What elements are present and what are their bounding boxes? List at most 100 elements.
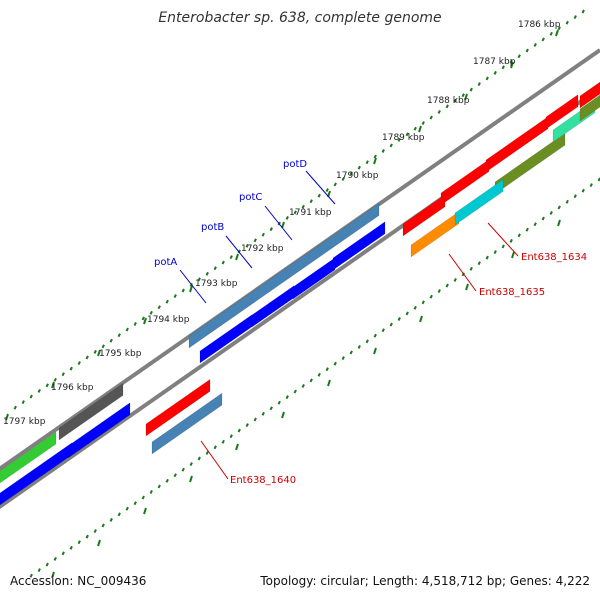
scale-tick	[293, 210, 297, 215]
gene-label: potB	[201, 222, 224, 233]
leader-line	[305, 170, 336, 205]
scale-tick	[277, 400, 281, 405]
scale-tick	[221, 439, 225, 444]
gene-feature	[402, 194, 446, 237]
scale-tick	[245, 243, 249, 248]
major-tick	[97, 349, 101, 357]
scale-tick	[53, 556, 57, 561]
major-tick	[373, 347, 377, 355]
scale-tick	[525, 48, 529, 53]
scale-tick	[317, 193, 321, 198]
scale-tick	[285, 216, 289, 220]
scale-tick	[253, 238, 257, 243]
major-tick	[235, 253, 239, 261]
leader-line	[264, 205, 293, 241]
scale-tick	[69, 545, 73, 550]
scale-tick	[325, 367, 329, 372]
scale-tick	[373, 333, 377, 338]
scale-tick	[333, 361, 337, 366]
scale-tick	[237, 428, 241, 433]
scale-tick	[589, 183, 593, 188]
scale-tick	[509, 59, 513, 64]
scale-tick	[405, 311, 409, 316]
scale-tick	[557, 205, 561, 210]
major-tick	[373, 157, 377, 165]
scale-tick	[413, 305, 417, 310]
scale-label: 1792 kbp	[241, 244, 284, 254]
scale-tick	[533, 222, 537, 227]
major-tick	[51, 571, 55, 579]
scale-tick	[77, 540, 81, 545]
major-tick	[465, 283, 469, 291]
scale-tick	[85, 534, 89, 539]
major-tick	[419, 315, 423, 323]
scale-tick	[581, 9, 585, 14]
scale-label: 1786 kbp	[518, 20, 561, 30]
scale-tick	[541, 216, 545, 221]
scale-tick	[157, 305, 161, 310]
scale-label: 1794 kbp	[147, 315, 190, 325]
scale-tick	[93, 349, 97, 354]
scale-tick	[21, 400, 25, 405]
scale-tick	[37, 568, 41, 573]
scale-tick	[565, 20, 569, 25]
gene-feature	[199, 314, 253, 364]
scale-label: 1788 kbp	[427, 96, 470, 106]
scale-tick	[317, 372, 321, 377]
major-tick	[555, 29, 559, 37]
scale-tick	[77, 361, 81, 365]
scale-tick	[461, 93, 465, 98]
scale-tick	[573, 194, 577, 199]
major-tick	[5, 413, 9, 421]
scale-label: 1793 kbp	[195, 279, 238, 289]
scale-tick	[61, 551, 65, 556]
scale-tick	[445, 283, 449, 288]
scale-tick	[205, 271, 209, 276]
scale-tick	[133, 322, 137, 326]
scale-tick	[125, 506, 129, 511]
major-tick	[418, 125, 422, 133]
scale-tick	[469, 87, 473, 92]
scale-tick	[149, 310, 153, 315]
scale-tick	[29, 394, 33, 399]
scale-tick	[301, 204, 305, 209]
major-tick	[281, 411, 285, 419]
scale-tick	[493, 70, 497, 75]
gene-feature	[454, 179, 504, 226]
gene-label: potC	[239, 192, 262, 203]
major-tick	[51, 381, 55, 389]
scale-tick	[501, 244, 505, 249]
scale-tick	[477, 82, 481, 86]
scale-tick	[189, 462, 193, 467]
gene-label: Ent638_1634	[521, 252, 587, 263]
scale-tick	[165, 478, 169, 483]
scale-tick	[213, 266, 217, 271]
scale-tick	[149, 490, 153, 494]
scale-tick	[229, 434, 233, 439]
scale-tick	[141, 316, 145, 321]
scale-label: 1789 kbp	[382, 133, 425, 143]
leader-line	[487, 222, 519, 257]
scale-tick	[37, 388, 41, 393]
scale-tick	[125, 327, 129, 332]
gene-feature	[579, 81, 600, 109]
major-tick	[143, 507, 147, 515]
scale-label: 1790 kbp	[336, 171, 379, 181]
leader-line	[225, 235, 253, 269]
gene-feature	[494, 132, 566, 195]
scale-tick	[45, 562, 49, 567]
scale-tick	[357, 344, 361, 349]
scale-tick	[541, 37, 545, 42]
scale-label: 1791 kbp	[289, 208, 332, 218]
scale-tick	[181, 467, 185, 472]
scale-tick	[205, 450, 209, 455]
scale-tick	[549, 211, 553, 215]
major-tick	[281, 221, 285, 229]
scale-tick	[429, 294, 433, 299]
major-tick	[511, 251, 515, 259]
gene-label: Ent638_1640	[230, 475, 296, 486]
scale-tick	[445, 104, 449, 109]
scale-tick	[349, 171, 353, 176]
scale-tick	[101, 344, 105, 349]
scale-tick	[109, 517, 113, 522]
